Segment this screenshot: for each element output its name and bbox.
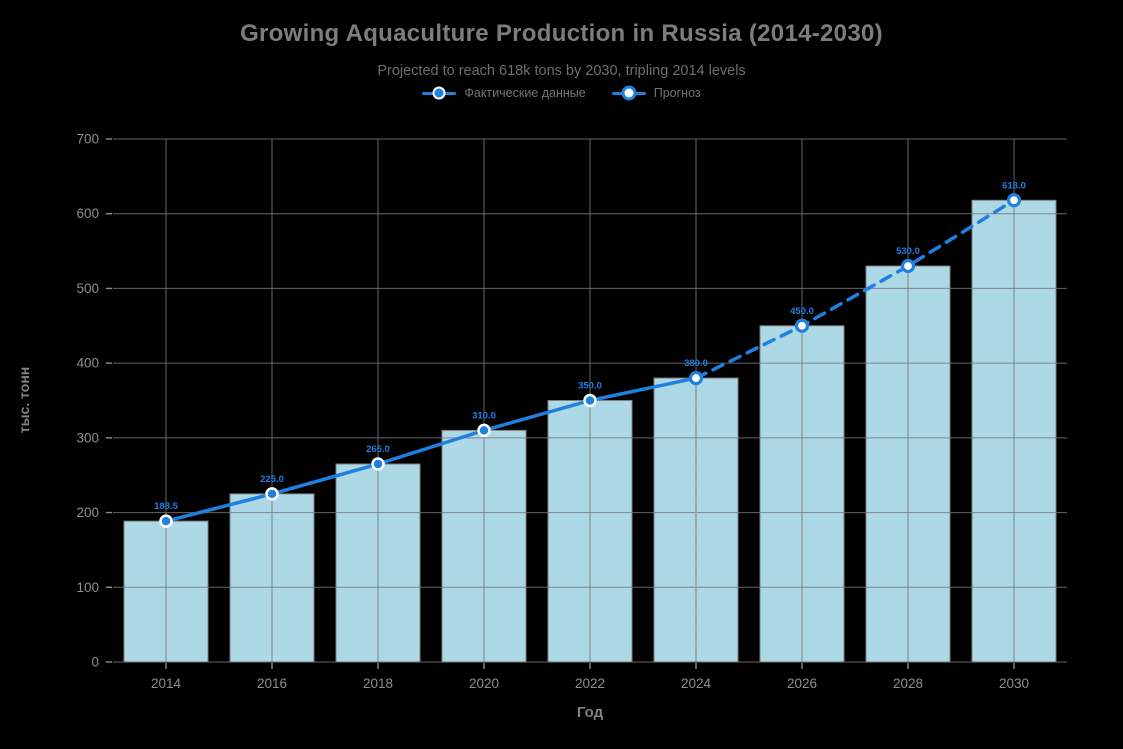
point-label-2014: 188.5 [154, 501, 178, 512]
point-label-2018: 265.0 [366, 444, 390, 455]
x-tick-label-2018: 2018 [363, 676, 393, 691]
x-tick-label-2020: 2020 [469, 676, 499, 691]
x-tick-label-2026: 2026 [787, 676, 817, 691]
y-tick-label-100: 100 [76, 580, 99, 595]
x-tick-label-2024: 2024 [681, 676, 712, 691]
legend-label-actual: Фактические данные [464, 86, 586, 100]
point-label-2020: 310.0 [472, 410, 496, 421]
trend-line-actual [164, 376, 698, 523]
legend: Фактические данные Прогноз [0, 85, 1123, 101]
data-point-marker-2028[interactable] [900, 258, 916, 274]
chart-title: Growing Aquaculture Production in Russia… [240, 20, 883, 47]
legend-marker-actual-icon [422, 86, 457, 100]
y-tick-label-200: 200 [76, 505, 99, 520]
legend-marker-forecast-icon [611, 85, 646, 101]
x-tick-label-2030: 2030 [999, 676, 1029, 691]
data-point-marker-2022[interactable] [583, 393, 597, 408]
data-point-marker-2026[interactable] [794, 318, 810, 333]
x-tick-label-2014: 2014 [151, 676, 182, 691]
data-point-marker-2018[interactable] [371, 457, 385, 471]
trend-line-forecast [694, 198, 1016, 380]
y-tick-label-500: 500 [76, 281, 99, 296]
y-tick-label-700: 700 [76, 132, 99, 147]
point-label-2022: 350.0 [578, 381, 602, 392]
y-tick-label-300: 300 [76, 430, 99, 445]
data-point-marker-2016[interactable] [265, 487, 279, 501]
data-point-marker-2024[interactable] [688, 370, 704, 386]
point-label-2026: 450.0 [790, 306, 814, 317]
point-label-2030: 618.0 [1002, 180, 1026, 191]
point-label-2024: 380.0 [684, 358, 708, 369]
point-label-2016: 225.0 [260, 474, 284, 485]
y-tick-label-600: 600 [76, 206, 99, 221]
point-label-2028: 530.0 [896, 246, 920, 257]
y-tick-label-400: 400 [76, 356, 99, 371]
legend-item-actual[interactable]: Фактические данные [422, 86, 586, 100]
x-tick-label-2028: 2028 [893, 676, 923, 691]
data-point-marker-2014[interactable] [159, 514, 173, 528]
chart-subtitle: Projected to reach 618k tons by 2030, tr… [377, 63, 746, 79]
x-tick-label-2016: 2016 [257, 676, 287, 691]
x-axis-label: Год [576, 704, 604, 721]
legend-label-forecast: Прогноз [653, 86, 701, 100]
x-tick-label-2022: 2022 [575, 676, 605, 691]
y-tick-label-0: 0 [91, 655, 99, 670]
data-point-marker-2030[interactable] [1006, 193, 1022, 208]
legend-item-forecast[interactable]: Прогноз [611, 85, 701, 101]
data-point-marker-2020[interactable] [477, 423, 491, 438]
